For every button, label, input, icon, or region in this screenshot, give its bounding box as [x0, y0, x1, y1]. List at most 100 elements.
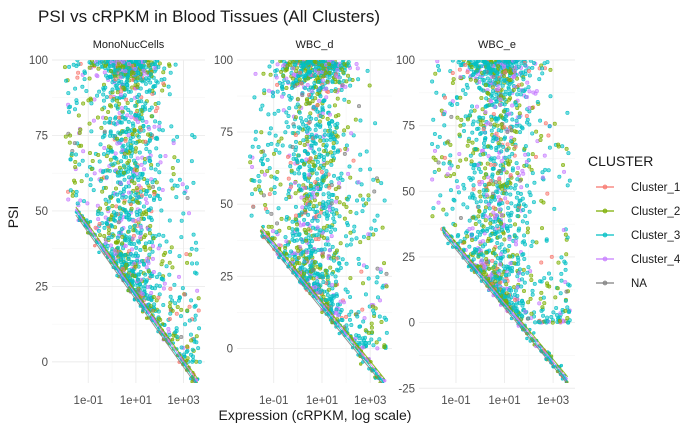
data-point — [139, 193, 144, 198]
data-point — [321, 157, 326, 162]
data-point — [129, 115, 134, 120]
data-point — [171, 333, 176, 338]
data-point — [499, 149, 504, 154]
data-point — [530, 171, 535, 176]
data-point — [120, 148, 125, 153]
data-point — [310, 99, 315, 104]
data-point — [136, 288, 141, 293]
data-point — [275, 221, 280, 226]
data-point — [313, 141, 318, 146]
data-point — [161, 286, 166, 291]
data-point — [491, 210, 496, 215]
data-point — [467, 218, 472, 223]
data-point — [482, 60, 487, 64]
data-point — [517, 115, 522, 120]
data-point — [471, 166, 476, 171]
data-point — [483, 172, 488, 177]
data-point — [107, 227, 112, 232]
data-point — [525, 226, 530, 231]
data-point — [139, 225, 144, 230]
data-point — [470, 140, 475, 145]
data-point — [493, 274, 498, 279]
data-point — [103, 241, 108, 246]
data-point — [483, 136, 488, 141]
data-point — [286, 188, 291, 193]
data-point — [326, 199, 331, 204]
data-point — [527, 209, 532, 214]
data-point — [179, 345, 184, 350]
data-point — [337, 261, 342, 266]
data-point — [491, 191, 496, 196]
data-point — [274, 75, 279, 80]
data-point — [465, 205, 470, 210]
data-point — [507, 92, 512, 97]
data-point — [313, 209, 318, 214]
data-point — [530, 288, 535, 293]
data-point — [130, 273, 135, 278]
data-point — [432, 169, 437, 174]
data-point — [503, 196, 508, 201]
data-point — [465, 85, 470, 90]
data-point — [82, 77, 87, 82]
data-point — [524, 114, 529, 119]
data-point — [446, 241, 450, 246]
data-point — [321, 279, 326, 284]
data-point — [290, 227, 295, 232]
data-point — [124, 238, 129, 243]
data-point — [515, 214, 520, 219]
data-point — [331, 173, 336, 178]
data-point — [500, 167, 505, 172]
data-point — [178, 314, 183, 319]
data-point — [146, 296, 151, 301]
data-point — [290, 257, 295, 262]
data-point — [283, 68, 288, 73]
data-point — [151, 84, 156, 89]
data-point — [539, 308, 544, 313]
data-point — [119, 89, 124, 94]
data-point — [281, 108, 286, 113]
data-point — [307, 114, 312, 119]
data-point — [300, 205, 305, 210]
data-point — [134, 117, 139, 122]
data-point — [124, 82, 129, 87]
data-point — [303, 205, 308, 210]
data-point — [324, 228, 329, 233]
data-point — [134, 168, 139, 173]
data-point — [341, 132, 346, 137]
data-point — [183, 354, 187, 358]
data-point — [491, 112, 496, 117]
data-point — [122, 151, 127, 156]
data-point — [455, 102, 460, 107]
data-point — [159, 276, 164, 281]
data-point — [189, 246, 194, 251]
data-point — [528, 296, 533, 301]
data-point — [506, 86, 511, 91]
data-point — [374, 280, 379, 285]
data-point — [158, 154, 163, 159]
data-point — [144, 189, 149, 194]
data-point — [259, 149, 264, 154]
data-point — [272, 185, 277, 190]
data-point — [478, 248, 483, 253]
data-point — [103, 168, 108, 173]
y-tick-label: 100 — [396, 55, 415, 67]
data-point — [325, 236, 330, 241]
data-point — [169, 124, 174, 129]
data-point — [167, 260, 172, 265]
data-point — [342, 128, 347, 133]
data-point — [559, 255, 564, 260]
data-point — [488, 62, 493, 67]
data-point — [158, 160, 163, 165]
data-point — [491, 205, 496, 210]
data-point — [146, 132, 151, 137]
data-point — [142, 60, 147, 64]
data-point — [130, 279, 135, 284]
data-point — [552, 206, 557, 211]
data-point — [333, 227, 338, 232]
data-point — [297, 232, 302, 237]
data-point — [482, 264, 487, 269]
data-point — [318, 124, 323, 129]
data-point — [130, 236, 135, 241]
data-point — [477, 182, 482, 187]
data-point — [494, 212, 499, 217]
